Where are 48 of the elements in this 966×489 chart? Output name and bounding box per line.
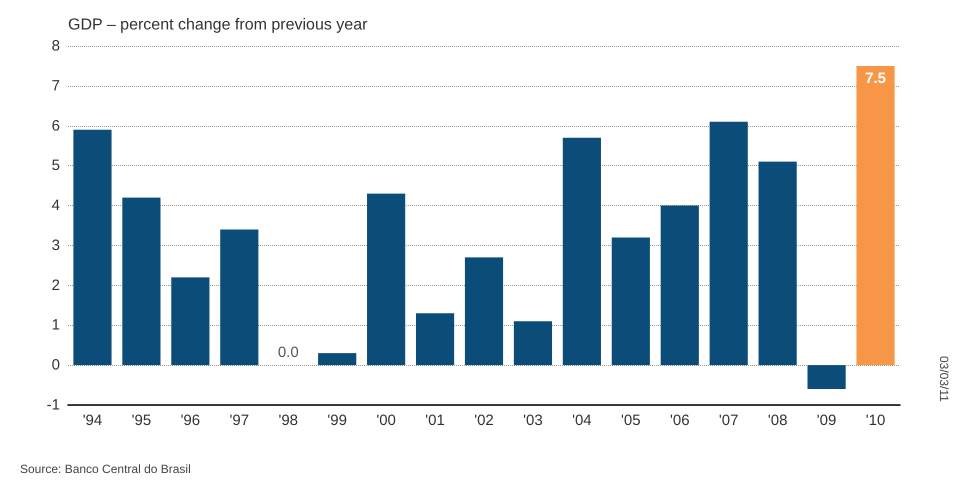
text: 03/03/11 [937, 356, 951, 402]
x-tick-label: '97 [230, 412, 250, 429]
y-tick-label: 8 [52, 38, 60, 54]
chart-title: GDP – percent change from previous year [68, 16, 368, 34]
x-tick-label: '96 [180, 412, 200, 429]
bar [660, 206, 699, 366]
bar [758, 162, 797, 366]
source-note: Source: Banco Central do Brasil [20, 462, 191, 476]
bar [416, 313, 454, 366]
x-tick-label: '04 [572, 412, 592, 429]
x-tick-label: '06 [670, 412, 690, 429]
bar [464, 257, 504, 366]
y-tick-label: 4 [52, 197, 60, 214]
bar [612, 237, 650, 366]
y-tick-label: 5 [52, 157, 60, 174]
x-tick-label: '03 [523, 412, 543, 429]
bar [856, 66, 895, 366]
x-tick-label: '08 [768, 412, 788, 429]
bar [367, 194, 406, 366]
y-tick-label: 1 [52, 316, 60, 334]
y-tick-label: 2 [52, 276, 60, 294]
x-tick-label: '10 [866, 412, 886, 429]
bar [318, 353, 356, 366]
bar [122, 198, 160, 366]
x-tick-label: '95 [132, 412, 152, 429]
x-tick-label: '07 [718, 412, 738, 429]
bar [710, 122, 748, 366]
x-tick-label: '94 [82, 412, 102, 429]
bar [220, 229, 258, 366]
bar [514, 321, 552, 366]
bar [808, 365, 846, 390]
y-tick-label: 7 [52, 77, 60, 94]
y-tick-label: 3 [52, 236, 60, 254]
x-tick-label: '02 [474, 412, 494, 429]
x-tick-label: '98 [278, 412, 298, 429]
x-tick-label: '09 [816, 412, 836, 429]
data-label: 0.0 [278, 344, 299, 362]
data-label: 7.5 [865, 70, 886, 87]
bar [171, 277, 210, 366]
x-tick-label: '01 [425, 412, 445, 429]
bar [562, 138, 601, 366]
y-tick-label: 6 [52, 117, 60, 134]
bar [73, 130, 112, 366]
x-tick-label: '00 [376, 412, 396, 429]
x-tick-label: '05 [621, 412, 641, 429]
y-tick-label: 0 [52, 356, 60, 374]
x-tick-label: '99 [327, 412, 347, 429]
y-tick-label: -1 [46, 396, 60, 414]
